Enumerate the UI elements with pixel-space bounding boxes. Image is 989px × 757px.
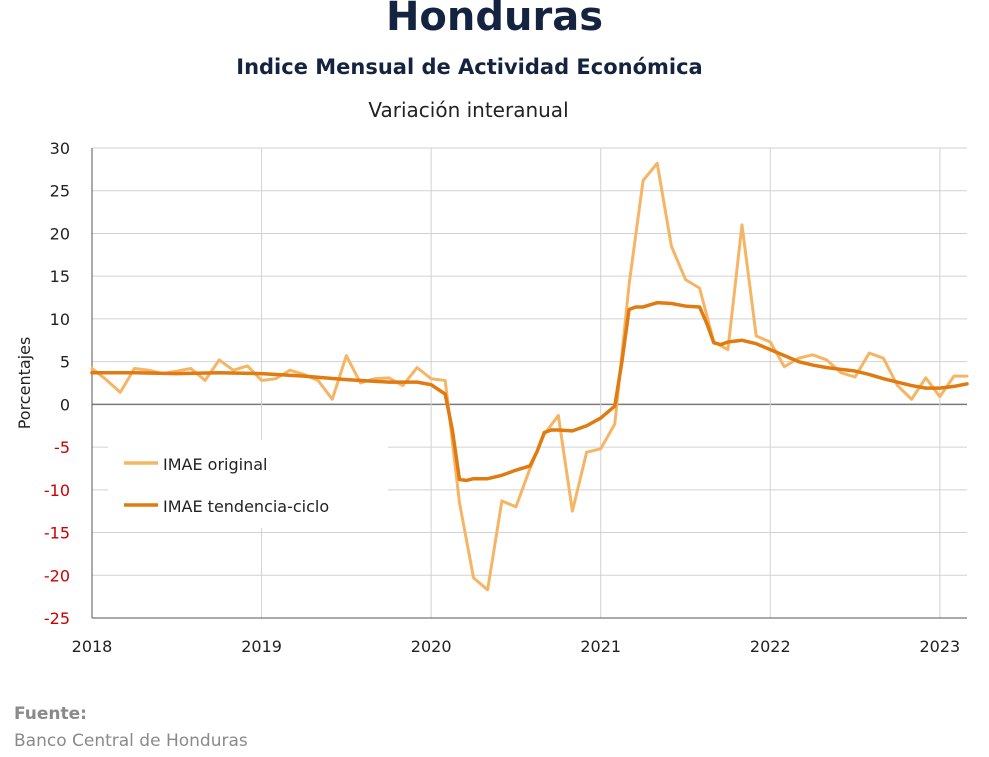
legend-label: IMAE original (163, 455, 267, 474)
x-tick-label: 2022 (750, 637, 791, 656)
x-tick-label: 2020 (411, 637, 452, 656)
x-tick-label: 2018 (72, 637, 113, 656)
x-tick-label: 2019 (241, 637, 282, 656)
legend: IMAE original IMAE tendencia-ciclo (108, 440, 388, 528)
y-tick-label: -5 (54, 438, 70, 457)
y-axis-label: Porcentajes (15, 337, 34, 430)
y-tick-label: 0 (60, 395, 70, 414)
page-subtitle: Indice Mensual de Actividad Económica (236, 55, 703, 79)
y-tick-label: 30 (50, 139, 70, 158)
legend-box (108, 440, 388, 528)
y-tick-label: 20 (50, 224, 70, 243)
source-text: Banco Central de Honduras (14, 731, 248, 751)
page-title: Honduras (385, 0, 604, 40)
y-tick-label: 10 (50, 310, 70, 329)
y-tick-label: -20 (44, 566, 70, 585)
series-line-trend (90, 300, 969, 483)
x-tick-label: 2023 (920, 637, 961, 656)
y-tick-label: -15 (44, 524, 70, 543)
y-tick-label: 15 (50, 267, 70, 286)
series-line-original (90, 161, 969, 592)
y-tick-label: -10 (44, 481, 70, 500)
legend-label: IMAE tendencia-ciclo (163, 497, 329, 516)
grid-layer (91, 147, 967, 619)
y-tick-label: 25 (50, 182, 70, 201)
chart-title: Variación interanual (368, 98, 569, 122)
x-tick-label: 2021 (580, 637, 621, 656)
series-layer (90, 161, 969, 592)
source-label: Fuente: (14, 704, 87, 724)
y-tick-label: -25 (44, 609, 70, 628)
y-tick-label: 5 (60, 353, 70, 372)
